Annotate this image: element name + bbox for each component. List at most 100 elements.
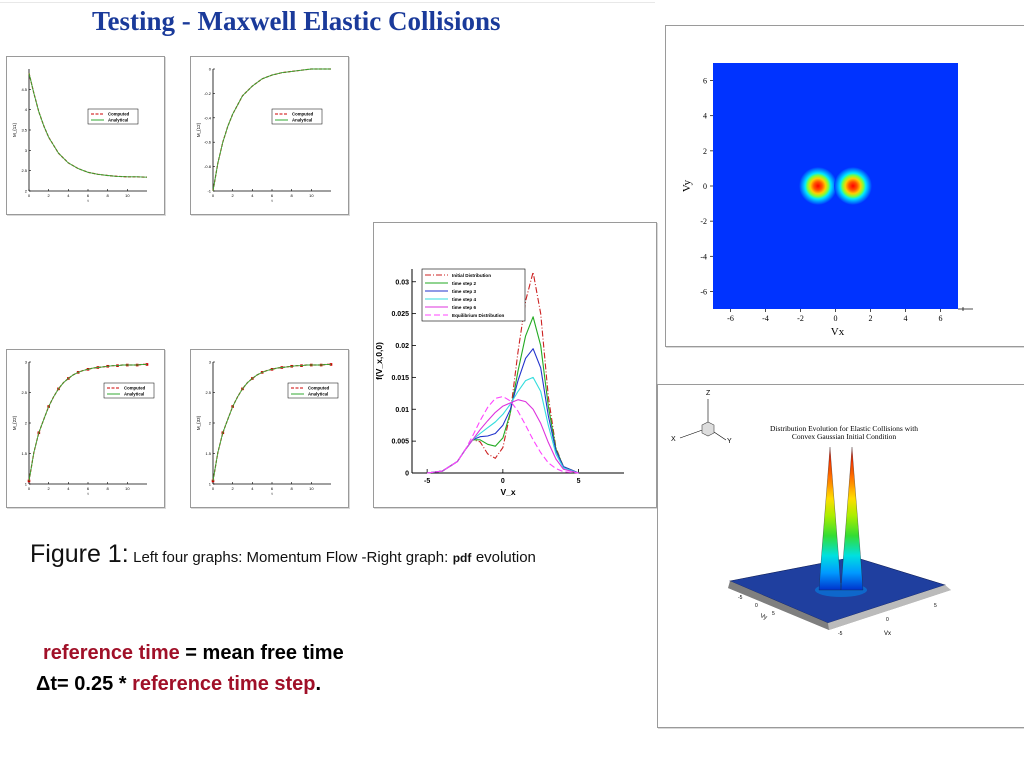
x-tick-label: 10 — [125, 193, 130, 198]
x-tick-label: 0 — [501, 478, 505, 485]
surface-title-line2: Convex Gaussian Initial Condition — [792, 432, 897, 441]
surface-title-line1: Distribution Evolution for Elastic Colli… — [770, 424, 918, 433]
y-axis-label: M_{12} — [196, 122, 201, 137]
legend-label-computed: Computed — [108, 112, 130, 117]
y-tick-label: 0 — [703, 182, 707, 191]
y-tick-label: 1.5 — [21, 451, 27, 456]
x-tick-label: 0 — [28, 193, 31, 198]
x-tick-label: 10 — [309, 193, 314, 198]
data-point — [211, 479, 215, 483]
legend-label-analytical: Analytical — [308, 392, 328, 397]
x-axis-label: V_x — [500, 487, 515, 497]
series-line-computed — [212, 363, 331, 482]
y-tick-label: 3 — [25, 360, 28, 365]
x-tick-label: 8 — [107, 193, 110, 198]
vy-tick-label: -5 — [738, 595, 743, 601]
vy-tick-label: 5 — [772, 611, 775, 617]
legend-label-computed: Computed — [124, 386, 146, 391]
momentum-plot-m12: 0 2 4 6 8 10 -1 -0.8 -0.6 -0.4 -0.2 0 M_{12} t Compute… — [190, 56, 349, 215]
y-tick-label: 0.005 — [391, 439, 409, 446]
y-tick-label: 1 — [209, 482, 212, 487]
x-tick-label: 5 — [577, 478, 581, 485]
y-tick-label: -2 — [700, 217, 707, 226]
x-tick-label: 0 — [28, 486, 31, 491]
y-tick-label: -4 — [700, 252, 707, 261]
x-tick-label: -4 — [762, 314, 769, 323]
figure-caption: Figure 1: Left four graphs: Momentum Flo… — [30, 540, 536, 569]
y-tick-label: 6 — [703, 77, 707, 86]
x-tick-label: 8 — [291, 486, 294, 491]
y-tick-label: 3 — [25, 148, 28, 153]
x-tick-label: 6 — [87, 486, 90, 491]
note-reference-time: reference time = mean free time — [43, 642, 344, 665]
title-rule — [0, 2, 655, 3]
x-tick-label: 4 — [904, 314, 908, 323]
series-line — [427, 399, 579, 474]
y-tick-label: 3.5 — [21, 128, 27, 133]
x-axis-label: t — [87, 198, 89, 203]
chart-contour: -6 -4 -2 0 2 4 6 -6 -4 -2 0 2 4 6 Vx Vy — [681, 63, 973, 338]
x-tick-label: 4 — [251, 193, 254, 198]
y-tick-label: -0.4 — [204, 115, 212, 120]
y-tick-label: 4.5 — [21, 87, 27, 92]
y-tick-label: 1.5 — [205, 451, 211, 456]
momentum-plot-m22: 0 2 4 6 8 10 1 1.5 2 2.5 3 M_{22} t Computed Analytica… — [6, 349, 165, 508]
x-tick-label: 2 — [869, 314, 873, 323]
note-time-step: Δt= 0.25 * reference time step. — [36, 673, 321, 696]
series-line — [427, 395, 579, 474]
y-tick-label: 0.03 — [395, 279, 409, 286]
x-tick-label: 10 — [309, 486, 314, 491]
y-tick-label: -0.8 — [204, 164, 212, 169]
note2-start: Δt= 0.25 * — [36, 673, 133, 695]
data-point — [27, 479, 31, 483]
y-tick-label: 2.5 — [21, 390, 27, 395]
contour-peak-2 — [834, 167, 872, 205]
vx-axis-label: Vx — [884, 631, 891, 637]
x-tick-label: 6 — [271, 486, 274, 491]
legend-label-computed: Computed — [292, 112, 314, 117]
x-tick-label: -6 — [727, 314, 734, 323]
y-tick-label: 0.01 — [395, 407, 409, 414]
x-axis-label: Vx — [831, 326, 845, 338]
x-axis-label: t — [87, 491, 89, 496]
y-tick-label: 3 — [209, 360, 212, 365]
caption-pdf: pdf — [452, 551, 472, 565]
triad-x-label: X — [671, 436, 676, 443]
legend-label-analytical: Analytical — [124, 392, 144, 397]
x-tick-label: 4 — [67, 486, 70, 491]
y-axis-label: M_{22} — [12, 415, 17, 430]
series-line-analytical — [28, 72, 148, 178]
note2-end: . — [315, 673, 322, 695]
chart-surface: Distribution Evolution for Elastic Colli… — [671, 390, 951, 637]
y-axis-label: M_{33} — [196, 415, 201, 430]
x-tick-label: 2 — [232, 486, 235, 491]
y-tick-label: 2 — [25, 421, 28, 426]
note1-rest: = mean free time — [179, 642, 344, 664]
caption-tail: evolution — [475, 549, 536, 566]
y-tick-label: 2.5 — [205, 390, 211, 395]
y-tick-label: -6 — [700, 287, 707, 296]
x-tick-label: 10 — [125, 486, 130, 491]
y-tick-label: -0.6 — [204, 140, 212, 145]
x-tick-label: 2 — [232, 193, 235, 198]
y-tick-label: 2 — [25, 189, 28, 194]
slide-title: Testing - Maxwell Elastic Collisions — [92, 6, 501, 36]
legend-label: time step 2 — [452, 281, 476, 286]
y-tick-label: 0 — [209, 67, 212, 72]
note1-accent: reference time — [43, 642, 180, 664]
y-tick-label: 0.015 — [391, 375, 409, 382]
chart-m22: 0 2 4 6 8 10 1 1.5 2 2.5 3 M_{22}t ComputedAnalytica… — [12, 360, 155, 496]
triad-y-label: Y — [727, 438, 732, 445]
vy-axis-label: Vy — [759, 613, 767, 621]
vx-tick-label: 5 — [934, 603, 937, 609]
contour-plot: -6 -4 -2 0 2 4 6 -6 -4 -2 0 2 4 6 Vx Vy — [665, 25, 1024, 347]
triad-cube — [701, 421, 715, 437]
y-tick-label: -0.2 — [204, 91, 212, 96]
chart-m12: 0 2 4 6 8 10 -1 -0.8 -0.6 -0.4 -0.2 0 M_{12}t Compute… — [196, 67, 331, 203]
legend-label: time step 3 — [452, 289, 476, 294]
legend-label-analytical: Analytical — [108, 118, 128, 123]
series-line-analytical — [212, 68, 331, 192]
series-line-analytical — [212, 363, 331, 481]
surface-peak-2 — [840, 446, 864, 591]
y-tick-label: 2 — [209, 421, 212, 426]
